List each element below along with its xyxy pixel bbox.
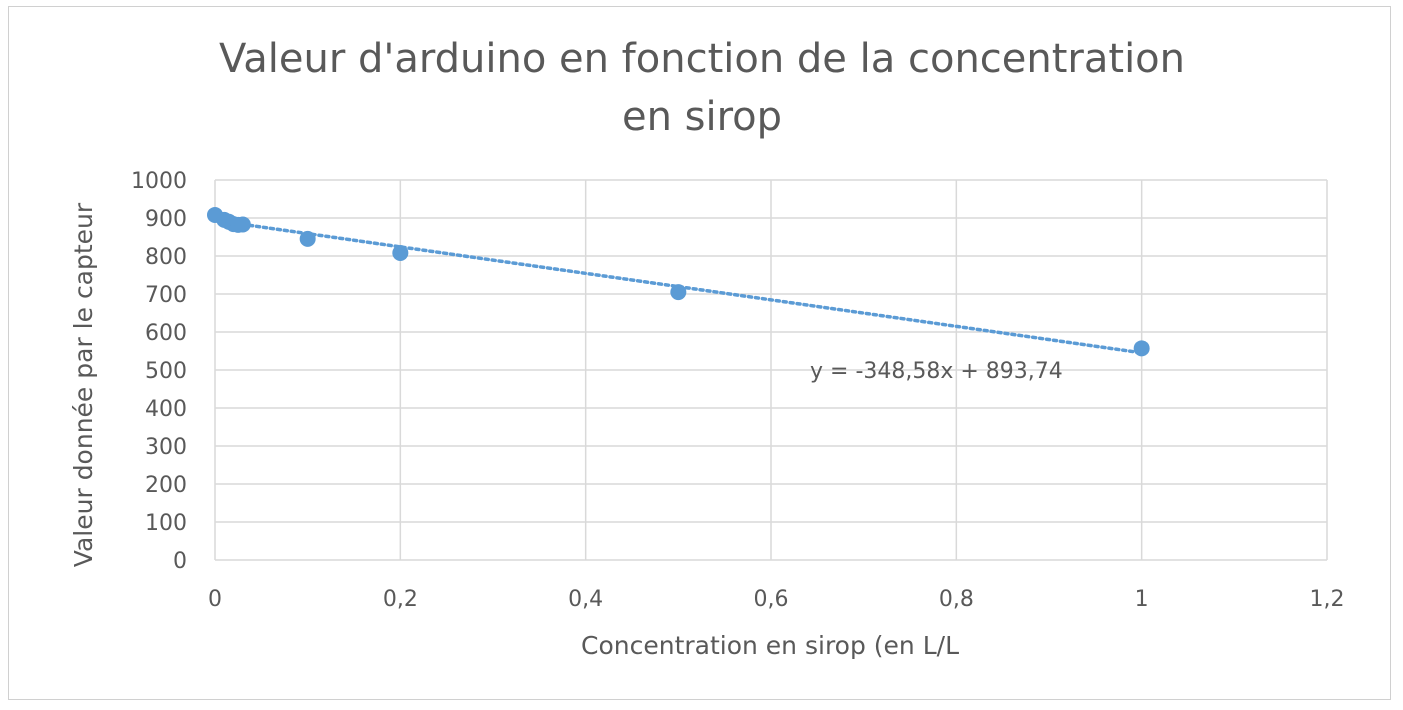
gridlines [214, 179, 1328, 561]
x-tick-label: 1 [1135, 587, 1149, 612]
x-tick-labels: 0 0,2 0,4 0,6 0,8 1 1,2 [208, 587, 1345, 612]
data-point [670, 284, 687, 301]
x-tick-label: 0,8 [939, 587, 974, 612]
chart-title-line-2: en sirop [622, 94, 782, 140]
y-tick-label: 0 [173, 549, 187, 574]
y-tick-labels: 0 100 200 300 400 500 600 700 800 900 1000 [131, 169, 187, 574]
y-tick-label: 700 [145, 283, 187, 308]
y-tick-label: 900 [145, 207, 187, 232]
chart-title-line-1: Valeur d'arduino en fonction de la conce… [219, 36, 1185, 82]
data-points [207, 206, 1150, 357]
x-tick-label: 0,4 [568, 587, 603, 612]
y-tick-label: 600 [145, 321, 187, 346]
chart-frame [8, 6, 1391, 700]
y-tick-label: 300 [145, 435, 187, 460]
x-axis-title: Concentration en sirop (en L/L [581, 631, 959, 660]
x-tick-label: 0 [208, 587, 222, 612]
trendline-equation: y = -348,58x + 893,74 [810, 359, 1063, 384]
y-tick-label: 200 [145, 473, 187, 498]
y-tick-label: 800 [145, 245, 187, 270]
y-tick-label: 500 [145, 359, 187, 384]
x-tick-label: 0,6 [754, 587, 789, 612]
data-point [1133, 340, 1150, 357]
data-point [299, 230, 316, 247]
y-tick-label: 1000 [131, 169, 187, 194]
x-tick-label: 1,2 [1310, 587, 1345, 612]
x-tick-label: 0,2 [383, 587, 418, 612]
data-point [234, 216, 251, 233]
data-point [392, 244, 409, 261]
y-tick-label: 400 [145, 397, 187, 422]
y-tick-label: 100 [145, 511, 187, 536]
y-axis-title: Valeur donnée par le capteur [69, 202, 98, 567]
